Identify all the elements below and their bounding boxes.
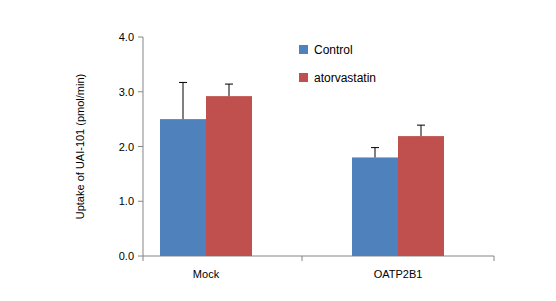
bar: [352, 157, 398, 256]
y-tick-label: 3.0: [119, 86, 134, 98]
x-tick-label: OATP2B1: [374, 268, 423, 280]
y-tick-label: 1.0: [119, 195, 134, 207]
error-bar: [371, 148, 379, 158]
legend-swatch: [299, 73, 308, 82]
legend: Control atorvastatin: [299, 43, 376, 85]
y-tick: [138, 201, 143, 202]
y-tick: [138, 256, 143, 257]
bars: [160, 82, 444, 256]
legend-label: Control: [314, 43, 353, 57]
x-tick-label: Mock: [193, 268, 220, 280]
y-tick-label: 0.0: [119, 250, 134, 262]
y-tick: [138, 37, 143, 38]
bar: [160, 119, 206, 256]
y-tick: [138, 91, 143, 92]
bar: [206, 96, 252, 256]
legend-label: atorvastatin: [314, 71, 376, 85]
chart-svg: 0.0 1.0 2.0 3.0 4.0 Mock OATP2B1 Uptake of UAI-…: [0, 0, 556, 301]
x-tick: [302, 256, 303, 261]
y-axis-label: Uptake of UAI-101 (pmol/min): [74, 74, 86, 220]
bar: [398, 136, 444, 256]
y-tick-label: 2.0: [119, 141, 134, 153]
legend-swatch: [299, 45, 308, 54]
y-tick: [138, 146, 143, 147]
error-bar: [225, 84, 233, 96]
x-tick: [143, 256, 144, 261]
error-bar: [179, 82, 187, 119]
error-bar: [417, 125, 425, 136]
chart-root: 0.0 1.0 2.0 3.0 4.0 Mock OATP2B1 Uptake of UAI-…: [0, 0, 556, 301]
x-tick: [494, 256, 495, 261]
y-tick-label: 4.0: [119, 31, 134, 43]
